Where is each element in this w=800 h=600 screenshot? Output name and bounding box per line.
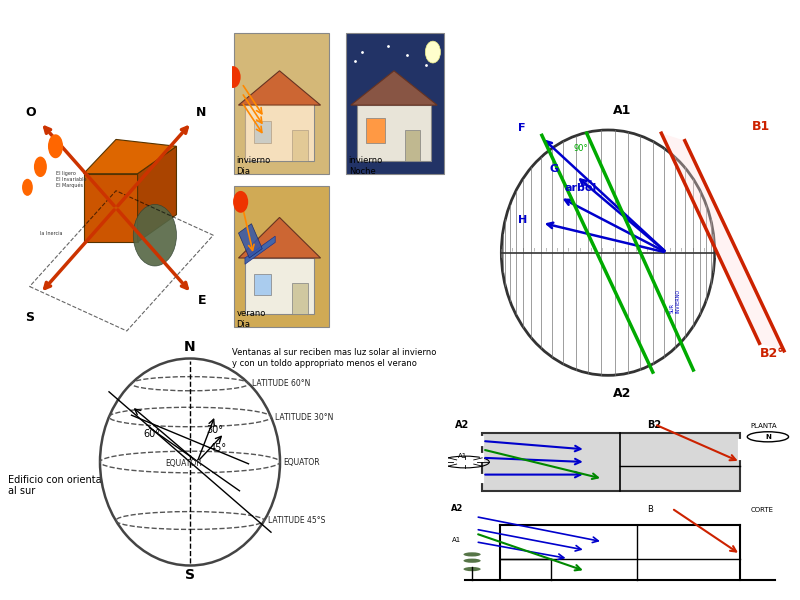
Bar — [482, 433, 741, 491]
Text: 90°: 90° — [574, 145, 589, 154]
Text: |: | — [624, 248, 626, 251]
Text: arbol: arbol — [564, 183, 597, 193]
Polygon shape — [245, 105, 314, 161]
Circle shape — [463, 567, 481, 571]
Circle shape — [226, 66, 241, 88]
Text: A2: A2 — [451, 504, 464, 513]
Text: |: | — [511, 248, 513, 251]
Circle shape — [233, 191, 248, 213]
Text: invierno
Dia: invierno Dia — [236, 157, 270, 176]
Text: B1: B1 — [752, 120, 770, 133]
Polygon shape — [138, 146, 177, 242]
Text: 34°: 34° — [578, 179, 593, 188]
Text: G: G — [550, 164, 558, 173]
Text: EQUATOR: EQUATOR — [284, 457, 320, 467]
Ellipse shape — [502, 130, 714, 376]
Polygon shape — [238, 217, 321, 258]
Text: LATITUDE 30°N: LATITUDE 30°N — [274, 413, 333, 421]
Text: A1: A1 — [458, 453, 467, 459]
Text: O: O — [26, 106, 36, 118]
Text: B2°: B2° — [759, 347, 784, 360]
Text: LATITUDE 60°N: LATITUDE 60°N — [253, 379, 311, 388]
Polygon shape — [84, 139, 177, 173]
Text: A1: A1 — [451, 537, 461, 543]
Text: 30°: 30° — [206, 425, 223, 435]
Bar — [366, 118, 386, 143]
Text: |: | — [545, 248, 546, 251]
Circle shape — [34, 157, 47, 177]
Bar — [234, 34, 330, 174]
Text: CORTE: CORTE — [750, 508, 774, 514]
Text: |: | — [635, 248, 637, 251]
Bar — [254, 121, 271, 143]
Polygon shape — [245, 258, 314, 314]
Bar — [405, 130, 420, 161]
Circle shape — [22, 179, 33, 196]
Text: |: | — [590, 248, 592, 251]
Bar — [245, 105, 314, 161]
Text: |: | — [579, 248, 581, 251]
Circle shape — [426, 41, 441, 63]
Text: B2: B2 — [647, 421, 662, 430]
Text: la Inercia: la Inercia — [41, 231, 63, 236]
Text: |: | — [670, 248, 671, 251]
Text: |: | — [568, 248, 569, 251]
Text: 60°: 60° — [143, 429, 160, 439]
Circle shape — [463, 552, 481, 557]
Bar — [293, 130, 308, 161]
Text: |: | — [613, 248, 614, 251]
Bar — [254, 274, 271, 295]
Text: verano
Dia: verano Dia — [236, 309, 266, 329]
Circle shape — [747, 432, 789, 442]
Text: Edificio con orientatión
al sur: Edificio con orientatión al sur — [8, 475, 120, 496]
Text: N: N — [765, 434, 771, 440]
Text: invierno
Noche: invierno Noche — [349, 157, 383, 176]
Polygon shape — [358, 105, 430, 161]
Bar — [293, 283, 308, 314]
Text: |: | — [557, 248, 558, 251]
Polygon shape — [84, 173, 138, 242]
Ellipse shape — [134, 205, 177, 266]
Polygon shape — [245, 236, 275, 264]
Text: |: | — [522, 248, 524, 251]
Text: S: S — [26, 311, 34, 323]
Text: N: N — [184, 340, 196, 354]
Text: A2: A2 — [455, 421, 469, 430]
Text: |: | — [658, 248, 659, 251]
Text: 45°: 45° — [210, 443, 227, 453]
Text: Ventanas al sur reciben mas luz solar al invierno
y con un toldo appropriato men: Ventanas al sur reciben mas luz solar al… — [232, 349, 436, 368]
Text: El ligero
El Invariable
El Marqués: El ligero El Invariable El Marqués — [55, 171, 86, 188]
Circle shape — [463, 559, 481, 563]
Text: B: B — [647, 505, 654, 514]
Text: |: | — [681, 248, 682, 251]
Bar — [234, 186, 330, 326]
Text: |: | — [692, 248, 694, 251]
Ellipse shape — [100, 358, 280, 565]
Text: A2: A2 — [614, 386, 632, 400]
Text: |: | — [703, 248, 705, 251]
Text: H: H — [518, 215, 528, 225]
Text: SUR
INVIERNO: SUR INVIERNO — [670, 289, 681, 313]
Text: S: S — [185, 568, 195, 582]
Text: |: | — [647, 248, 648, 251]
Text: N: N — [196, 106, 206, 118]
Text: PLANTA: PLANTA — [750, 424, 778, 430]
Text: EQUATOR: EQUATOR — [165, 460, 202, 468]
Polygon shape — [238, 224, 262, 258]
Text: |: | — [534, 248, 535, 251]
Circle shape — [48, 134, 63, 158]
Text: A1: A1 — [614, 104, 632, 117]
Polygon shape — [350, 71, 438, 105]
Text: LATITUDE 45°S: LATITUDE 45°S — [268, 516, 326, 525]
Bar — [346, 34, 444, 174]
Text: F: F — [518, 123, 526, 133]
Polygon shape — [238, 71, 321, 105]
Text: |: | — [602, 248, 603, 251]
Text: E: E — [198, 293, 206, 307]
Polygon shape — [662, 133, 784, 351]
